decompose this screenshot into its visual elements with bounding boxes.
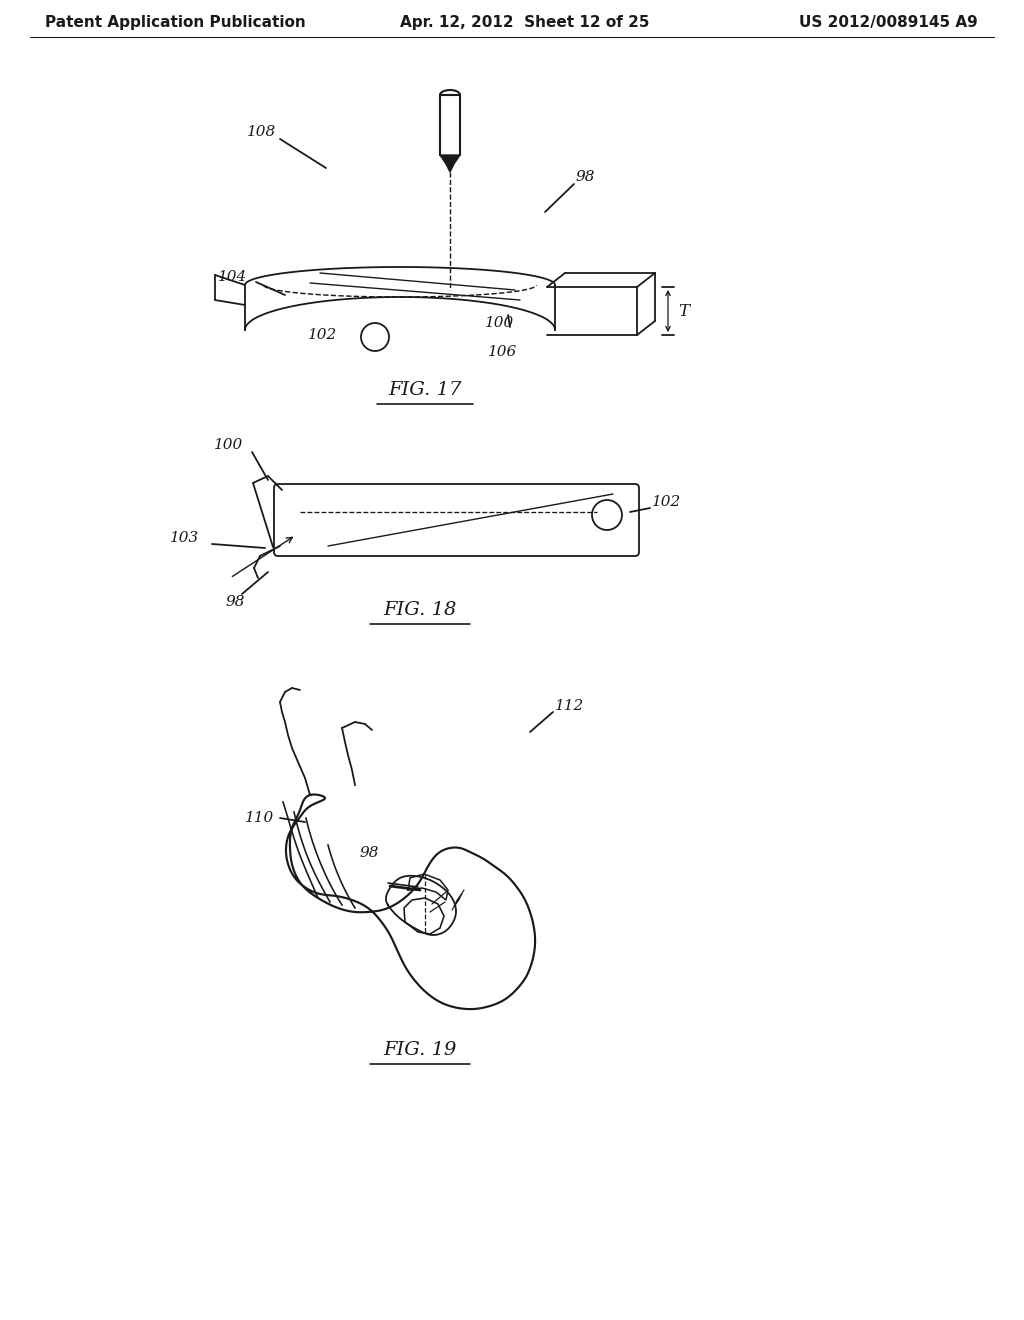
Text: FIG. 18: FIG. 18: [383, 601, 457, 619]
Text: T: T: [678, 302, 689, 319]
Text: 112: 112: [555, 700, 585, 713]
Text: 103: 103: [170, 531, 200, 545]
Text: FIG. 19: FIG. 19: [383, 1041, 457, 1059]
Text: 108: 108: [247, 125, 276, 139]
Text: FIG. 17: FIG. 17: [388, 381, 462, 399]
Text: 104: 104: [218, 271, 247, 284]
Text: 100: 100: [214, 438, 244, 451]
Text: US 2012/0089145 A9: US 2012/0089145 A9: [800, 16, 978, 30]
Text: Apr. 12, 2012  Sheet 12 of 25: Apr. 12, 2012 Sheet 12 of 25: [400, 16, 649, 30]
Text: 100: 100: [485, 315, 514, 330]
Text: 102: 102: [652, 495, 681, 510]
Text: 110: 110: [245, 810, 274, 825]
Text: Patent Application Publication: Patent Application Publication: [45, 16, 306, 30]
Text: 98: 98: [575, 170, 596, 183]
Text: 98: 98: [225, 595, 245, 609]
Text: 106: 106: [488, 345, 517, 359]
Text: 98: 98: [360, 846, 380, 861]
Text: 102: 102: [308, 327, 337, 342]
Polygon shape: [440, 154, 460, 172]
